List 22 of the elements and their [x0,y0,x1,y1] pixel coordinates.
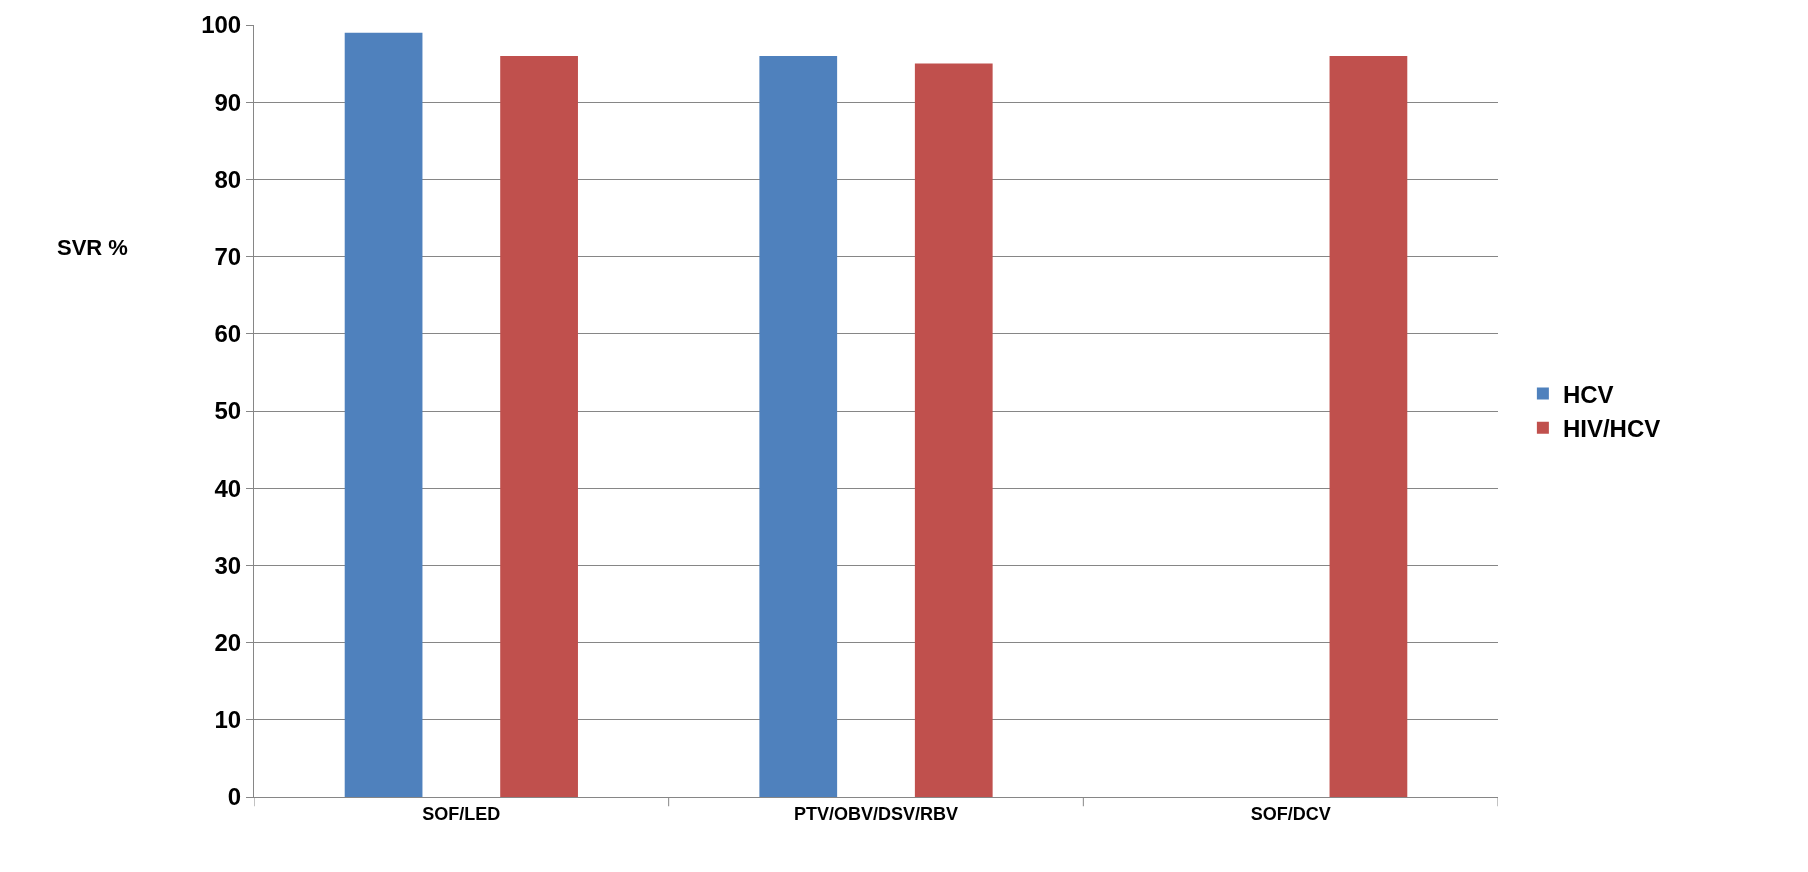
bar [344,32,423,797]
legend-label: HCV [1562,380,1614,408]
x-tick-label: SOF/LED [422,803,501,824]
bar [759,55,838,797]
bar [500,55,578,797]
legend-label: HIV/HCV [1562,415,1661,443]
y-tick-label: 10 [214,706,242,734]
y-tick-label: 50 [214,397,242,425]
y-tick-label: 70 [214,243,242,270]
y-tick-label: 40 [214,474,242,502]
y-tick-label: 80 [214,165,242,193]
y-axis-title: SVR % [57,235,128,260]
y-tick-label: 100 [201,11,242,39]
x-tick-label: SOF/DCV [1250,803,1331,824]
x-tick-label: PTV/OBV/DSV/RBV [793,803,959,824]
y-tick-label: 30 [214,551,242,579]
bar [1329,55,1408,797]
y-tick-label: 90 [214,88,242,116]
y-tick-label: 20 [214,629,242,656]
y-tick-label: 0 [227,783,242,811]
bar [914,63,993,797]
y-tick-label: 60 [214,320,242,348]
